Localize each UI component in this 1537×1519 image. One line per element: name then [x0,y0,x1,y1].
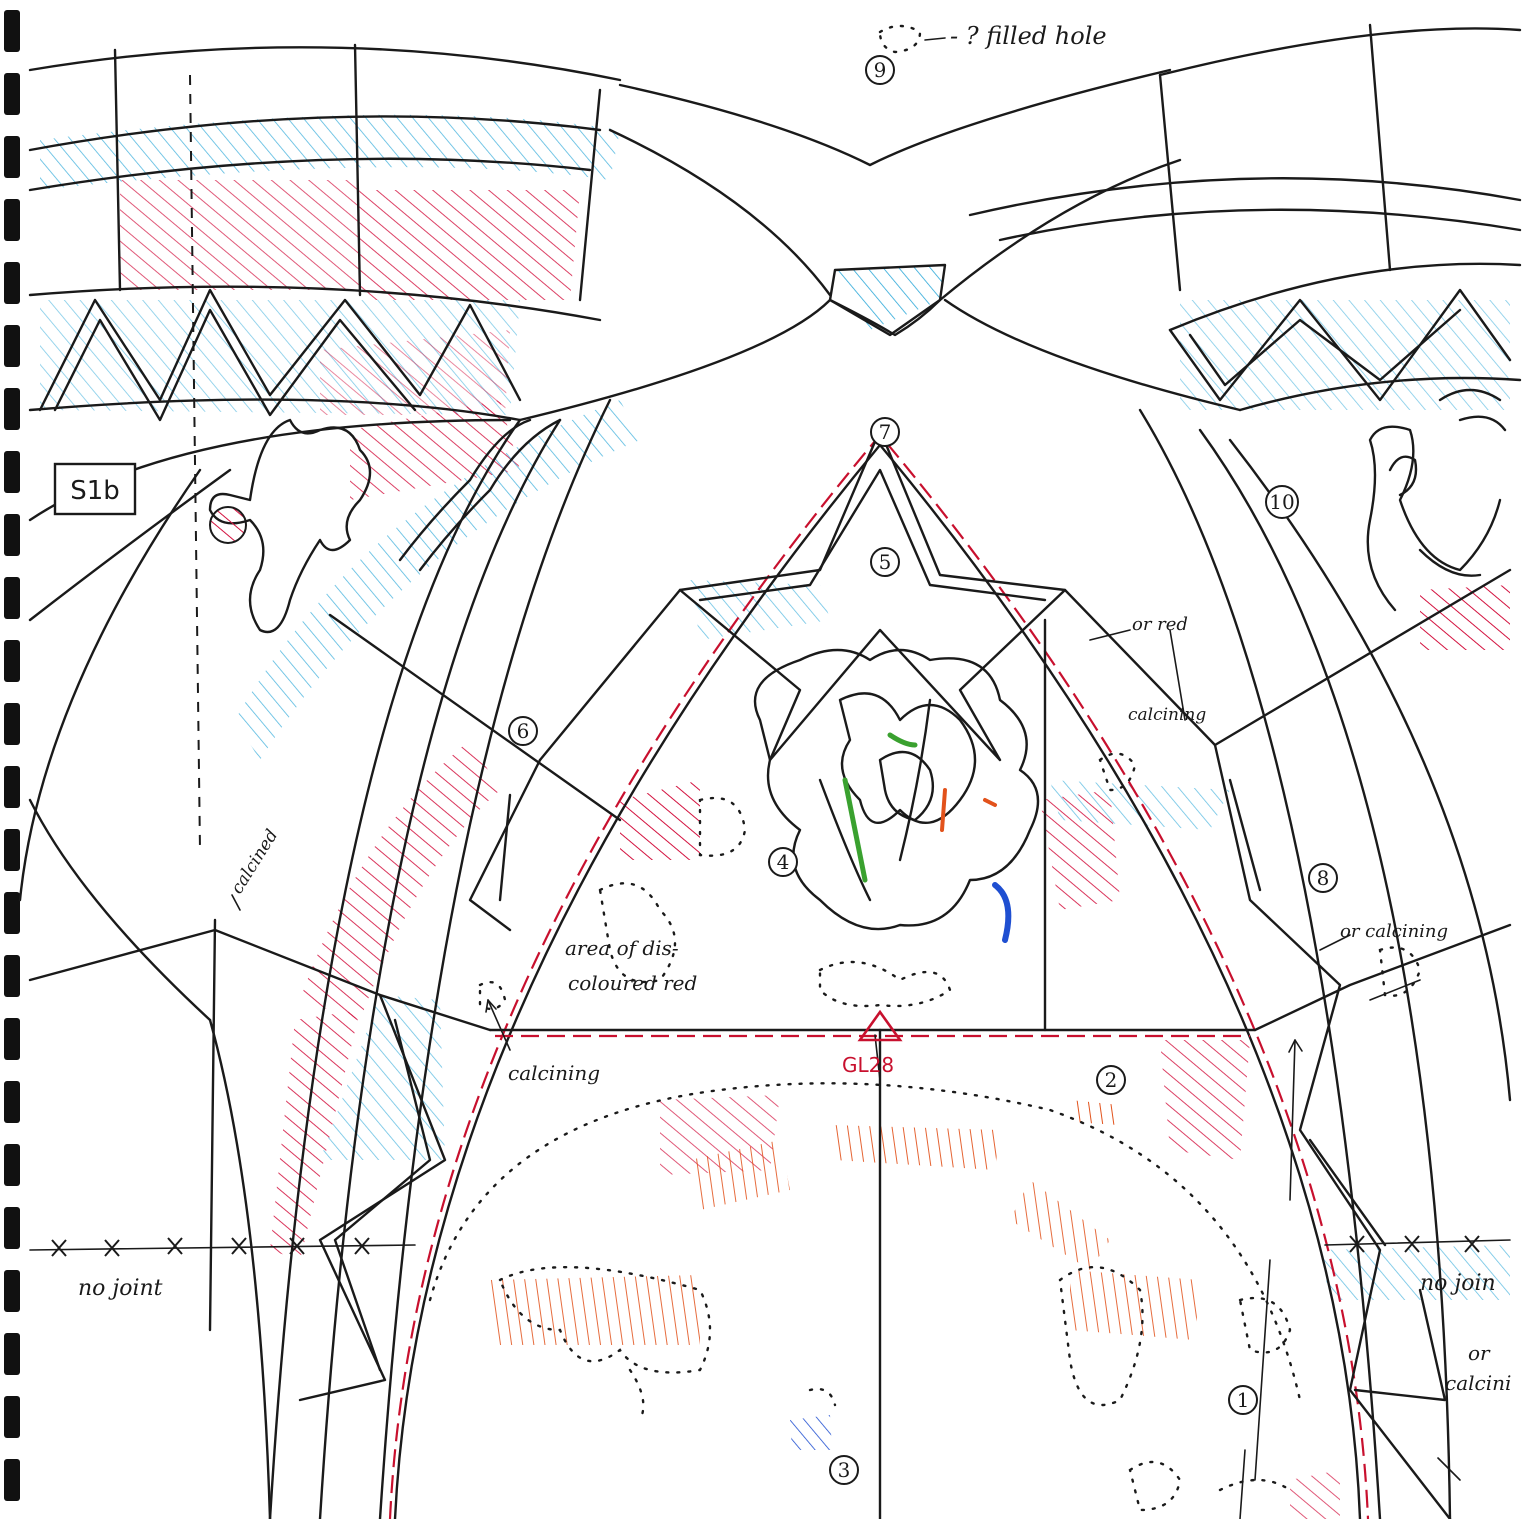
orange-hatch-arc-right [1010,1180,1110,1270]
spiral-ring [4,1081,20,1123]
red-hatch-boss [620,780,700,860]
marker-7-label: 7 [879,420,892,444]
spiral-ring [4,640,20,682]
spiral-ring [4,1396,20,1438]
architecture-lines [18,23,1522,1519]
red-hatch-upper-mid [360,190,580,300]
spiral-ring [4,892,20,934]
red-hatch-star-right [1290,1470,1340,1519]
spiral-ring [4,10,20,52]
note-area-line1: area of dis- [565,936,679,960]
note-filled-hole: - ? filled hole [950,22,1107,50]
marker-10-label: 10 [1269,490,1294,514]
right-face-carving [1366,388,1507,612]
orange-hatch-left-blob [490,1275,700,1345]
spiral-ring [4,1270,20,1312]
marker-9-label: 9 [874,58,887,82]
note-calcined: calcined [227,826,282,898]
spiral-ring [4,703,20,745]
marker-3-label: 3 [838,1458,851,1482]
spiral-ring [4,766,20,808]
spiral-ring [4,1333,20,1375]
orange-hatch-arc-upper [830,1125,1000,1170]
red-hatch-left-arch [300,740,500,1020]
marker-2: 2 [1096,1065,1126,1095]
spiral-ring [4,388,20,430]
spiral-ring [4,1207,20,1249]
leader-arrows [231,37,1461,1519]
blue-hatch-top-band [40,114,620,190]
red-hatch-lower-right [1160,1040,1250,1160]
spiral-ring [4,829,20,871]
orange-hatch-small-2 [1070,1100,1120,1125]
spiral-ring [4,1018,20,1060]
blue-hatch-diagonal-rib [235,400,640,760]
note-area-line2: coloured red [568,971,697,995]
marker-1-label: 1 [1237,1388,1250,1412]
spiral-ring [4,955,20,997]
note-calcini: calcini [1445,1371,1511,1395]
spiral-ring [4,199,20,241]
marker-4: 4 [768,847,798,877]
marker-10: 10 [1265,485,1299,519]
marker-1: 1 [1228,1385,1258,1415]
red-hatch-right-top [1420,585,1510,650]
roof-boss-foliage [753,648,1040,943]
blue-hatch-diamond [835,265,945,330]
sheet-label-box: S1b [53,462,137,516]
marker-7: 7 [870,417,900,447]
survey-point-gl28: GL28 [842,1009,903,1077]
numbered-markers: 1 2 3 4 5 6 7 8 9 10 [508,55,1338,1485]
blue-hatch-star-left [320,995,445,1160]
spiral-ring [4,73,20,115]
spiral-binding [4,10,20,1501]
blue-hatch-right-strip [1320,1245,1510,1300]
orange-hatch-arc-left [690,1140,790,1210]
marker-4-label: 4 [777,850,790,874]
marker-8: 8 [1308,863,1338,893]
spiral-ring [4,136,20,178]
blue-hatch-star-upper [690,580,830,640]
spiral-ring [4,577,20,619]
marker-6-label: 6 [517,719,530,743]
marker-8-label: 8 [1317,866,1330,890]
survey-point-label: GL28 [842,1053,894,1077]
marker-5: 5 [870,547,900,577]
red-hatch-right-arch [1040,790,1120,910]
note-or-red: or red [1132,614,1188,635]
left-foliage-carving [208,418,562,634]
spiral-ring [4,325,20,367]
red-hatch-upper-left [120,180,360,290]
blue-hatch-small-3 [790,1415,832,1450]
marker-9: 9 [865,55,895,85]
spiral-ring [4,1144,20,1186]
marker-5-label: 5 [879,550,892,574]
marker-3: 3 [829,1455,859,1485]
marker-6: 6 [508,716,538,746]
note-or-calcining-right: or calcining [1340,921,1448,942]
orange-hatch-right-blob [1070,1270,1200,1340]
red-hatch-left-edge [270,1010,360,1260]
marker-2-label: 2 [1105,1068,1118,1092]
spiral-ring [4,514,20,556]
note-no-joint-left: no joint [78,1276,163,1301]
spiral-ring [4,451,20,493]
note-calcining-left: calcining [508,1061,600,1085]
spiral-ring [4,1459,20,1501]
no-joint-marks [51,1235,1480,1257]
sheet-label: S1b [70,476,120,506]
note-no-joint-right: no join [1420,1271,1496,1296]
spiral-ring [4,262,20,304]
note-or: or [1468,1341,1491,1365]
note-calcining-top: calcining [1128,705,1206,725]
dotted-outlines [428,24,1422,1512]
